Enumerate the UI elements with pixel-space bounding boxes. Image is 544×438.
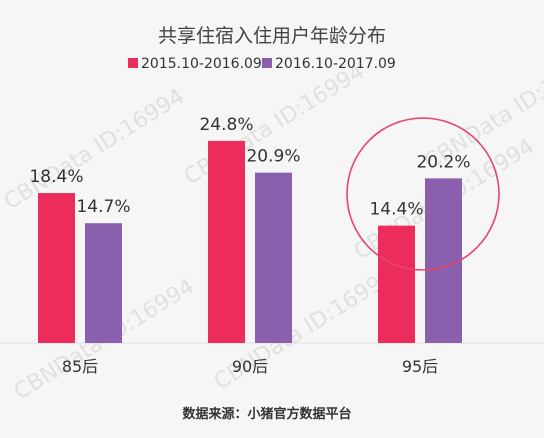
data-label: 20.9% [246,147,300,167]
bar [255,172,292,343]
x-axis-ticks: 85后 90后 95后 [62,357,438,376]
data-label: 14.7% [76,197,130,217]
bar [425,178,462,343]
bars-group [38,140,462,343]
legend-label: 2015.10-2016.09 [141,56,262,72]
bar [378,225,415,343]
data-label: 18.4% [29,167,83,187]
data-label: 24.8% [199,115,253,135]
bar [38,193,75,343]
bar [208,140,245,343]
x-tick-label: 85后 [62,357,98,376]
value-labels-group: 18.4% 14.7% 24.8% 20.9% 14.4% 20.2% [29,115,470,220]
watermark-text: CBNData ID:16994 [0,84,189,215]
legend-swatch [262,58,272,68]
source-note: 数据来源：小猪官方数据平台 [182,406,351,422]
data-label: 14.4% [369,200,423,220]
x-tick-label: 90后 [232,357,268,376]
chart-title: 共享住宿入住用户年龄分布 [158,25,386,47]
bar [85,223,122,343]
legend: 2015.10-2016.09 2016.10-2017.09 [128,56,396,72]
legend-swatch [128,58,138,68]
x-tick-label: 95后 [402,357,438,376]
legend-label: 2016.10-2017.09 [275,56,396,72]
data-label: 20.2% [416,152,470,172]
highlight-circle [346,117,500,271]
